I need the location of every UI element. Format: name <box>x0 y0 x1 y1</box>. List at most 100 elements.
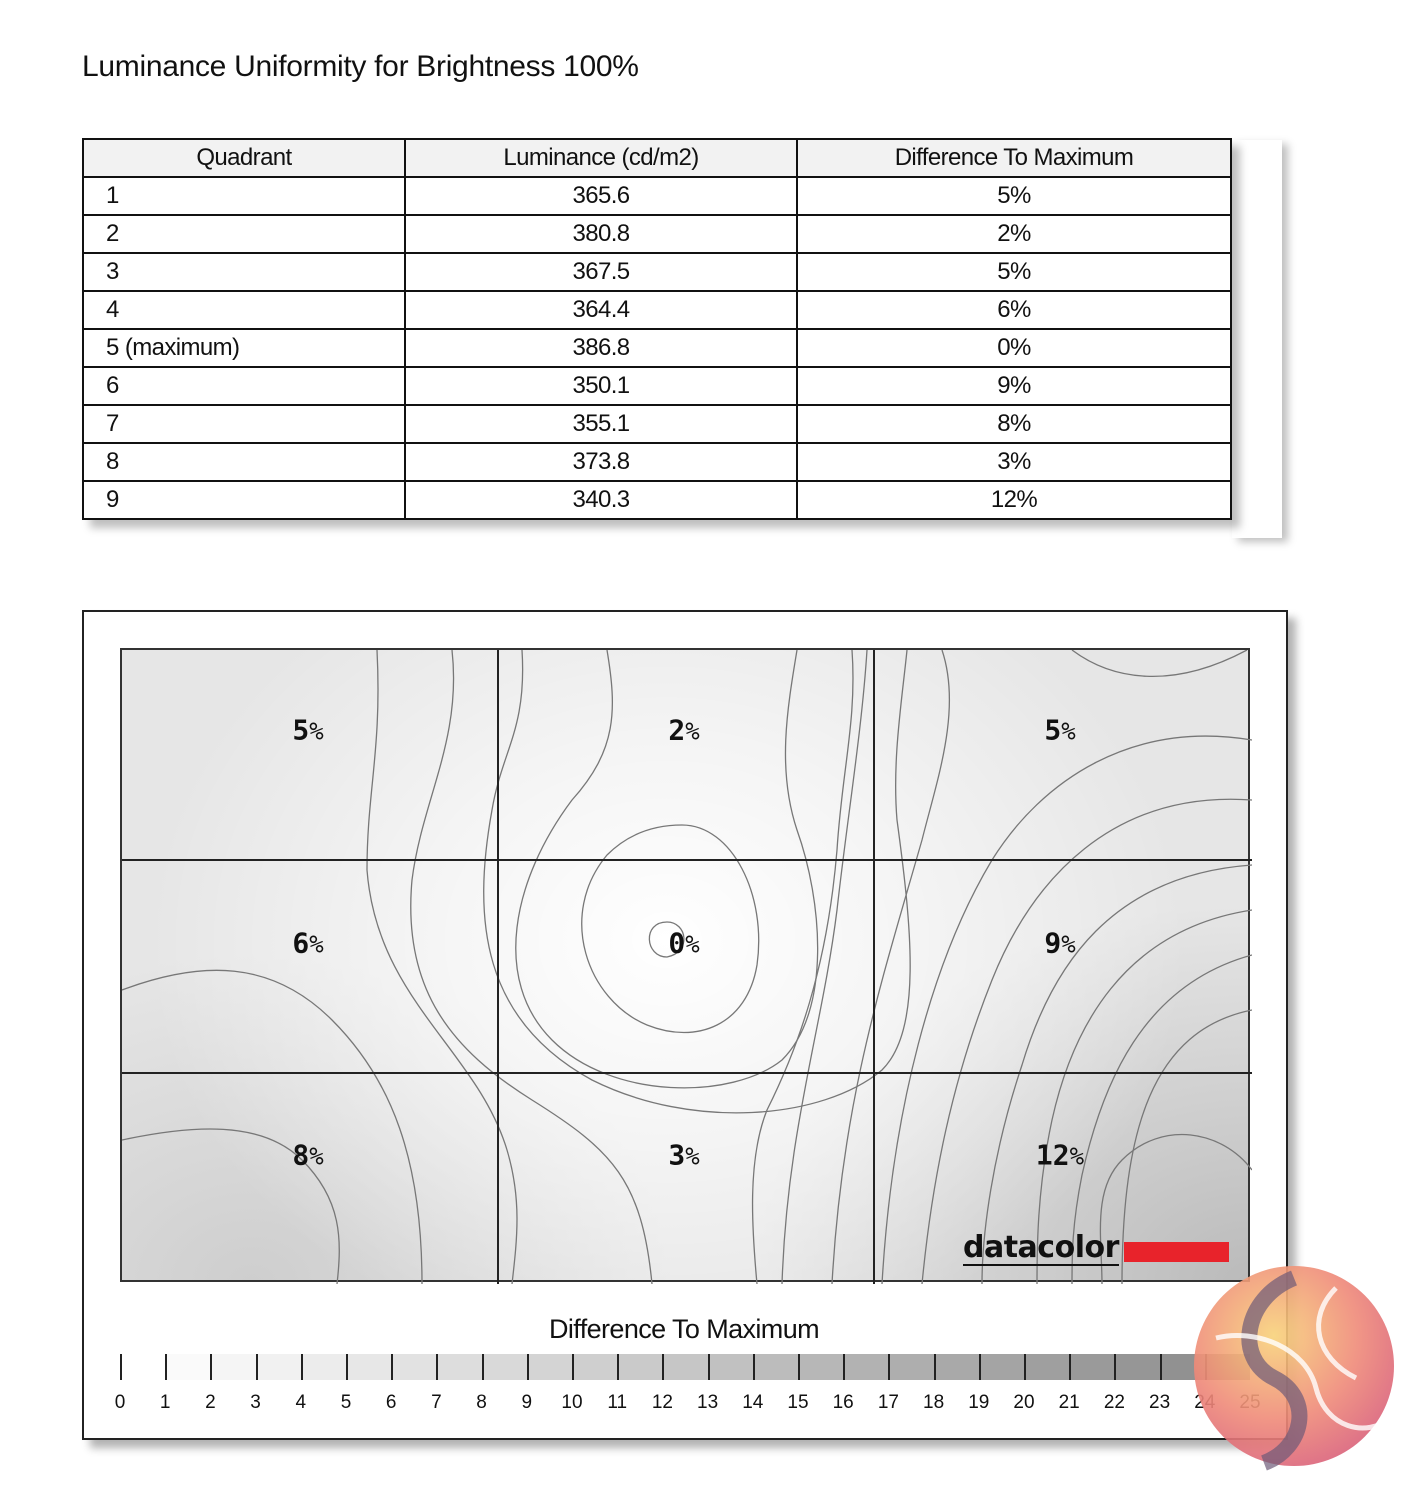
luminance-cell: 364.4 <box>404 290 798 330</box>
luminance-cell: 386.8 <box>404 328 798 368</box>
cell-unit: % <box>1069 1142 1085 1171</box>
colorbar-segment <box>617 1354 663 1380</box>
contour-line <box>483 650 911 1114</box>
page-title: Luminance Uniformity for Brightness 100% <box>82 50 639 83</box>
luminance-cell: 355.1 <box>404 404 798 444</box>
contour-line <box>581 824 760 1034</box>
colorbar-tick-label: 10 <box>561 1392 583 1413</box>
colorbar-segment <box>572 1354 618 1380</box>
quadrant-cell: 9 <box>82 480 406 520</box>
colorbar-tick-label: 15 <box>787 1392 809 1413</box>
heatmap-cell-label: 5% <box>1044 714 1075 747</box>
datacolor-logo-bar <box>1124 1242 1229 1262</box>
contour-line <box>366 650 518 1284</box>
colorbar-tick-label: 20 <box>1013 1392 1035 1413</box>
quadrant-cell: 3 <box>82 252 406 292</box>
cell-value: 12 <box>1035 1138 1070 1172</box>
luminance-table: Quadrant Luminance (cd/m2) Difference To M… <box>82 138 1232 520</box>
luminance-table-container: Quadrant Luminance (cd/m2) Difference To M… <box>82 138 1232 520</box>
difference-cell: 5% <box>796 252 1232 292</box>
colorbar-segment <box>978 1354 1025 1380</box>
colorbar-tick-label: 6 <box>385 1392 397 1413</box>
colorbar-segment <box>888 1354 934 1380</box>
column-header: Quadrant <box>82 138 406 178</box>
colorbar-tick-label: 21 <box>1058 1392 1080 1413</box>
colorbar-segment <box>120 1354 166 1380</box>
contour-line <box>515 650 819 1089</box>
contour-line <box>1099 1133 1252 1284</box>
heatmap-cell-label: 8% <box>292 1139 323 1172</box>
cell-value: 2 <box>668 713 686 747</box>
contour-line <box>781 650 868 1284</box>
table-row: 6 350.1 9% <box>82 366 1232 406</box>
contour-line <box>648 921 685 958</box>
table-row: 7 355.1 8% <box>82 404 1232 444</box>
colorbar-segment <box>1114 1354 1160 1380</box>
cell-value: 5 <box>292 713 310 747</box>
colorbar-segment <box>481 1354 527 1380</box>
cell-value: 5 <box>1044 713 1062 747</box>
colorbar-tick-label: 18 <box>923 1392 945 1413</box>
contour-line <box>1036 909 1252 1284</box>
colorbar-tick-label: 5 <box>340 1392 352 1413</box>
cell-unit: % <box>685 1142 700 1171</box>
difference-cell: 12% <box>796 480 1232 520</box>
cell-unit: % <box>685 717 700 746</box>
uniformity-heatmap <box>120 648 1252 1284</box>
difference-cell: 9% <box>796 366 1232 406</box>
colorbar-segment <box>707 1354 753 1380</box>
heatmap-cell-label: 9% <box>1044 927 1075 960</box>
difference-cell: 0% <box>796 328 1232 368</box>
colorbar-segment <box>346 1354 392 1380</box>
colorbar-tick-label: 7 <box>431 1392 442 1413</box>
colorbar-tick-label: 17 <box>877 1392 899 1413</box>
cell-unit: % <box>309 930 324 959</box>
table-row: 4 364.4 6% <box>82 290 1232 330</box>
kitguru-watermark-logo <box>1194 1266 1394 1471</box>
colorbar-tick-label: 9 <box>521 1392 533 1413</box>
colorbar <box>120 1354 1251 1380</box>
contour-line <box>751 650 854 1284</box>
colorbar-tick-label: 22 <box>1103 1392 1125 1413</box>
table-row: 1 365.6 5% <box>82 176 1232 216</box>
heatmap-cell-label: 2% <box>668 714 699 747</box>
heatmap-cell-label: 12% <box>1036 1139 1084 1172</box>
colorbar-segment <box>300 1354 347 1380</box>
colorbar-segment <box>526 1354 573 1380</box>
cell-unit: % <box>1061 930 1076 959</box>
table-row: 3 367.5 5% <box>82 252 1232 292</box>
colorbar-segment <box>436 1354 482 1380</box>
contour-line <box>831 650 951 1284</box>
colorbar-tick-label: 0 <box>114 1392 126 1413</box>
colorbar-segment <box>798 1354 844 1380</box>
colorbar-tick-label: 14 <box>742 1392 764 1413</box>
quadrant-cell: 5 (maximum) <box>82 328 406 368</box>
table-row: 5 (maximum) 386.8 0% <box>82 328 1232 368</box>
difference-cell: 6% <box>796 290 1232 330</box>
colorbar-tick-label: 13 <box>697 1392 719 1413</box>
quadrant-cell: 7 <box>82 404 406 444</box>
colorbar-segment <box>662 1354 708 1380</box>
luminance-cell: 350.1 <box>404 366 798 406</box>
colorbar-segment <box>933 1354 979 1380</box>
table-row: 8 373.8 3% <box>82 442 1232 482</box>
colorbar-segment <box>843 1354 889 1380</box>
colorbar-segment <box>391 1354 437 1380</box>
colorbar-segment <box>752 1354 799 1380</box>
colorbar-tick-label: 12 <box>651 1392 673 1413</box>
cell-unit: % <box>309 1142 324 1171</box>
table-header-row: Quadrant Luminance (cd/m2) Difference To M… <box>82 138 1232 178</box>
table-shadow <box>1232 140 1282 538</box>
luminance-cell: 373.8 <box>404 442 798 482</box>
table-row: 9 340.3 12% <box>82 480 1232 520</box>
datacolor-logo: datacolor <box>963 1230 1119 1266</box>
column-header: Difference To Maximum <box>796 138 1232 178</box>
luminance-cell: 340.3 <box>404 480 798 520</box>
contour-line <box>122 1128 340 1284</box>
column-header: Luminance (cd/m2) <box>404 138 798 178</box>
difference-cell: 5% <box>796 176 1232 216</box>
colorbar-tick-label: 11 <box>607 1392 628 1413</box>
colorbar-tick-label: 1 <box>159 1392 171 1413</box>
difference-cell: 3% <box>796 442 1232 482</box>
contour-line <box>1071 954 1252 1284</box>
